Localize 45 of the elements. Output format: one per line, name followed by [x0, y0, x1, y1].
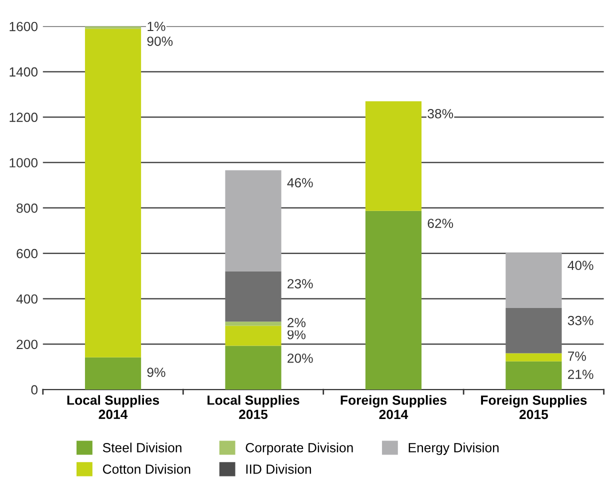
y-tick-label: 1000	[10, 158, 38, 168]
y-tick-label: 200	[16, 340, 38, 350]
annotation: 2%	[288, 318, 306, 328]
bar	[365, 101, 422, 211]
bar	[506, 353, 562, 362]
x-tick-label: Local Supplies 2014	[67, 395, 160, 420]
y-tick-label: 1600	[10, 22, 38, 32]
annotation: 46%	[287, 178, 313, 188]
annotation: 20%	[288, 354, 313, 363]
y-tick-label: 1400	[10, 67, 38, 77]
y-tick-label: 600	[16, 248, 38, 258]
bar	[84, 357, 142, 390]
legend-label: Steel Division	[102, 442, 182, 452]
bar	[225, 271, 282, 322]
annotation: 9%	[147, 368, 166, 377]
annotation: 1%	[148, 22, 166, 32]
annotation: 7%	[568, 352, 586, 361]
annotation: 23%	[288, 279, 313, 288]
y-tick-label: 1200	[10, 112, 38, 122]
annotation: 38%	[428, 109, 454, 118]
annotation: 62%	[428, 218, 454, 228]
bar	[225, 326, 282, 346]
bar	[84, 26, 142, 29]
legend-label: IID Division	[246, 464, 311, 474]
y-tick-label: 800	[16, 203, 38, 213]
y-tick-label: 0	[31, 385, 38, 394]
bar	[365, 210, 422, 390]
x-tick-label: Foreign Supplies 2015	[481, 395, 587, 420]
bar	[506, 252, 562, 308]
bar	[225, 170, 282, 272]
bar	[225, 322, 282, 326]
y-tick-label: 400	[16, 294, 38, 304]
bar	[84, 28, 142, 358]
legend-label: Energy Division	[408, 442, 499, 455]
legend-label: Corporate Division	[246, 442, 353, 455]
bar	[225, 346, 282, 390]
x-tick-label: Local Supplies 2015	[208, 395, 300, 420]
x-tick-label: Foreign Supplies 2014	[340, 395, 446, 420]
legend-label: Cotton Division	[102, 464, 190, 474]
annotation: 33%	[568, 316, 594, 326]
bar	[506, 308, 562, 354]
bar	[506, 361, 562, 390]
annotation: 90%	[147, 36, 173, 46]
annotation: 21%	[568, 370, 594, 379]
annotation: 40%	[568, 260, 594, 270]
